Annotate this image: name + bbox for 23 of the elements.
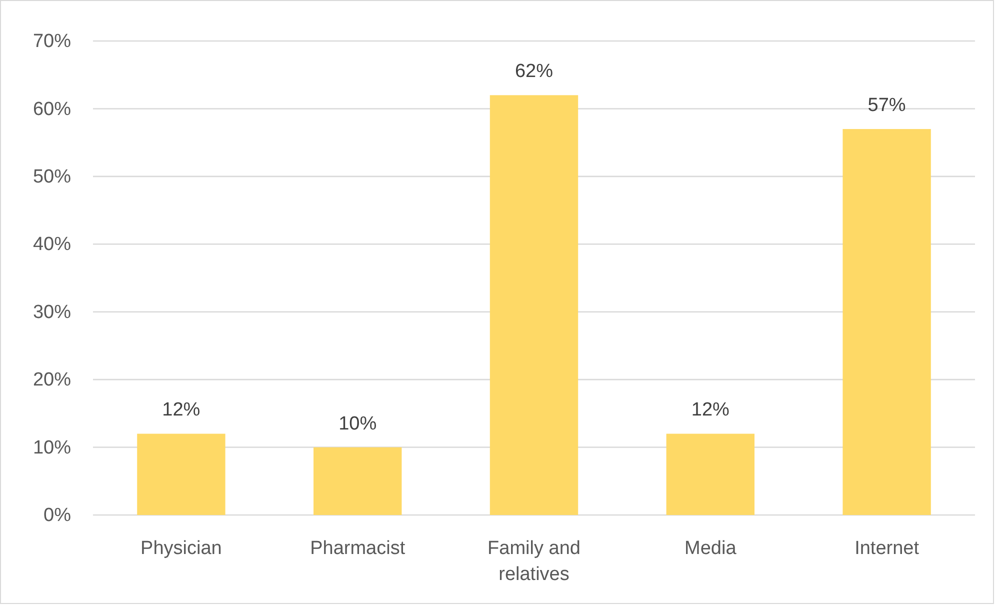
y-tick-label: 0% [44, 505, 72, 526]
y-tick-label: 30% [32, 302, 72, 323]
y-tick-label: 60% [32, 98, 72, 120]
data-label: 62% [514, 61, 554, 82]
bar [490, 95, 578, 515]
bar [314, 447, 402, 515]
bar [666, 434, 754, 515]
data-label: 12% [691, 400, 730, 421]
data-label: 12% [162, 400, 200, 421]
bar [842, 129, 931, 515]
y-tick-label: 70% [32, 31, 72, 52]
y-tick-label: 10% [32, 437, 72, 458]
x-tick-label: Media [684, 538, 737, 559]
data-label: 57% [868, 95, 906, 116]
x-tick-label: Pharmacist [310, 538, 406, 559]
y-tick-label: 20% [32, 370, 72, 391]
x-tick-label: Internet [854, 538, 920, 559]
y-tick-label: 50% [32, 166, 72, 188]
x-tick-label: Physician [140, 538, 222, 559]
bar [137, 434, 226, 515]
x-tick-label: Family and relatives [488, 538, 580, 585]
y-tick-label: 40% [32, 234, 72, 256]
data-label: 10% [338, 413, 377, 434]
